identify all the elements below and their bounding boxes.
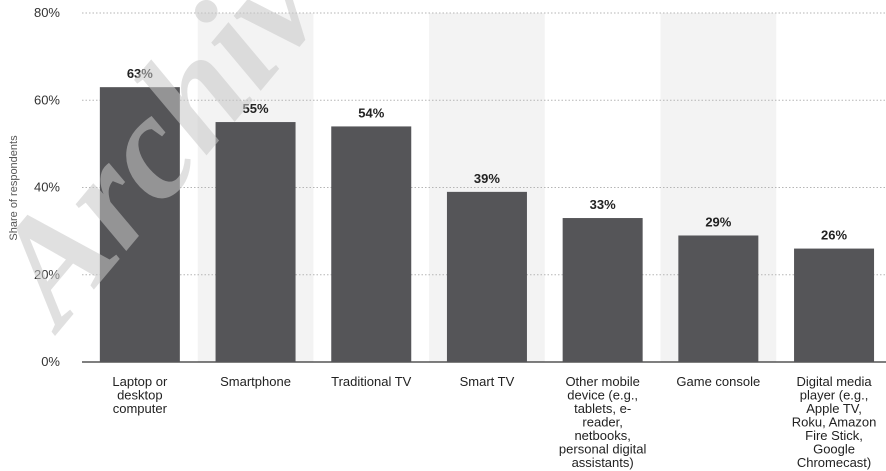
bar (678, 235, 759, 362)
bar (562, 218, 643, 362)
data-label: 26% (821, 228, 847, 243)
data-label: 55% (243, 101, 269, 116)
y-tick-label: 40% (34, 180, 60, 195)
data-label: 33% (590, 197, 616, 212)
y-tick-labels: 0% 20% 40% 60% 80% (34, 5, 60, 369)
data-label: 63% (127, 66, 153, 81)
category-label: Laptop or desktop computer (112, 374, 168, 416)
y-tick-label: 80% (34, 5, 60, 20)
data-label: 54% (358, 105, 384, 120)
category-label: Smart TV (460, 374, 515, 389)
bars (99, 87, 875, 362)
category-label: Game console (676, 374, 760, 389)
y-tick-label: 60% (34, 92, 60, 107)
category-label: Other mobile device (e.g., tablets, e-read… (559, 374, 647, 470)
category-label: Digital media player (e.g., Apple TV, Roku,… (792, 374, 877, 470)
category-labels: Laptop or desktop computer Smartphone Tradit… (112, 374, 876, 470)
category-label: Traditional TV (331, 374, 412, 389)
background-bands (197, 13, 777, 362)
data-labels: 63% 55% 54% 39% 33% 29% 26% (127, 66, 848, 242)
data-label: 29% (705, 214, 731, 229)
category-label: Smartphone (220, 374, 291, 389)
bar (331, 126, 412, 362)
bar (794, 248, 875, 362)
y-tick-label: 0% (41, 354, 60, 369)
bar (446, 191, 527, 362)
bar (99, 87, 180, 362)
y-axis-label: Share of respondents (8, 135, 20, 241)
data-label: 39% (474, 171, 500, 186)
bar (215, 122, 296, 362)
y-tick-label: 20% (34, 267, 60, 282)
